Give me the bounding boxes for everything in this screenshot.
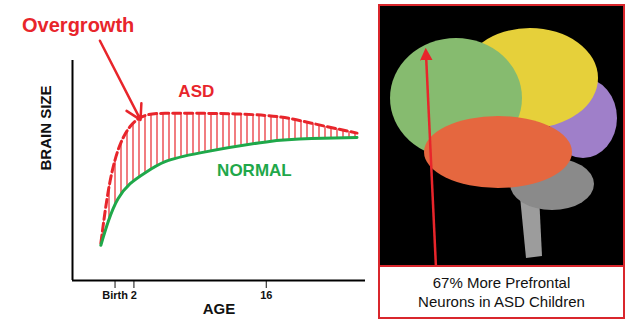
svg-text:Birth: Birth	[102, 289, 128, 301]
svg-text:ASD: ASD	[178, 82, 214, 101]
svg-text:BRAIN SIZE: BRAIN SIZE	[37, 85, 54, 170]
svg-text:2: 2	[131, 289, 137, 301]
html-text:67% More Prefrontal Neurons in: 67% More Prefrontal Neurons in ASD Child…	[418, 274, 585, 310]
svg-text:16: 16	[260, 289, 272, 301]
svg-text:Overgrowth: Overgrowth	[22, 14, 134, 36]
svg-text:AGE: AGE	[203, 300, 236, 317]
svg-text:NORMAL: NORMAL	[217, 161, 292, 180]
